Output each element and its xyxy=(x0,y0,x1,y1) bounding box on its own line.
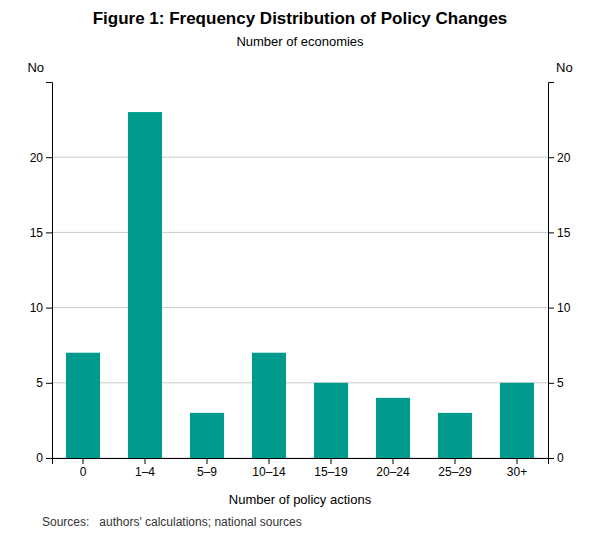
y2-axis: 0 5 10 15 20 xyxy=(548,83,571,466)
bar xyxy=(314,383,348,458)
y-tick-mark xyxy=(46,308,52,309)
y2-tick-label: 10 xyxy=(557,301,571,315)
y-axis-line xyxy=(46,83,53,459)
y2-tick: 20 xyxy=(548,151,571,165)
y2-tick-mark xyxy=(548,232,554,233)
y2-tick-label: 15 xyxy=(557,226,571,240)
y2-tick-mark xyxy=(548,308,554,309)
y2-axis-line xyxy=(549,83,555,459)
y2-tick: 10 xyxy=(548,301,571,315)
y-tick-mark xyxy=(46,157,52,158)
y-tick-mark xyxy=(46,383,52,384)
y2-tick: 15 xyxy=(548,226,571,240)
x-tick-mark xyxy=(83,458,84,464)
x-axis: 0 1–4 5–9 10–14 15–19 20–24 25–29 30+ xyxy=(53,458,549,479)
chart: Figure 1: Frequency Distribution of Poli… xyxy=(0,0,600,536)
x-tick-label: 10–14 xyxy=(252,465,286,479)
title: Figure 1: Frequency Distribution of Poli… xyxy=(93,9,508,28)
grid-line xyxy=(52,382,548,383)
y-tick-label: 0 xyxy=(36,451,43,465)
x-tick: 15–19 xyxy=(314,458,348,479)
bars xyxy=(66,112,534,458)
x-tick-mark xyxy=(207,458,208,464)
x-tick-mark xyxy=(393,458,394,464)
y2-axis-label: No xyxy=(556,60,573,75)
bar xyxy=(376,398,410,458)
y-tick-label: 15 xyxy=(30,226,44,240)
grid-line xyxy=(52,232,548,233)
x-tick-label: 30+ xyxy=(507,465,527,479)
bar xyxy=(252,353,286,458)
y-tick-label: 20 xyxy=(30,151,44,165)
x-tick-mark xyxy=(455,458,456,464)
x-tick-mark xyxy=(517,458,518,464)
y2-tick-label: 0 xyxy=(557,451,564,465)
y-tick-label: 5 xyxy=(36,376,43,390)
x-tick: 10–14 xyxy=(252,458,286,479)
bar xyxy=(128,112,162,458)
y-tick-label: 10 xyxy=(30,301,44,315)
x-tick-label: 5–9 xyxy=(197,465,217,479)
y2-tick-mark xyxy=(548,383,554,384)
x-tick: 20–24 xyxy=(376,458,410,479)
x-tick-mark xyxy=(331,458,332,464)
x-axis-line xyxy=(53,459,549,465)
y2-tick: 5 xyxy=(548,376,564,390)
bar xyxy=(500,383,534,458)
y-axis: 0 5 10 15 20 xyxy=(30,83,53,466)
y-tick: 20 xyxy=(30,151,52,165)
x-tick-mark xyxy=(269,458,270,464)
x-tick: 25–29 xyxy=(438,458,472,479)
x-tick-label: 25–29 xyxy=(438,465,472,479)
y2-tick: 0 xyxy=(548,451,564,465)
y2-tick-mark xyxy=(548,157,554,158)
y-tick: 5 xyxy=(36,376,52,390)
x-axis-label: Number of policy actions xyxy=(229,492,372,507)
x-tick-label: 20–24 xyxy=(376,465,410,479)
grid-line xyxy=(52,157,548,158)
x-tick-mark xyxy=(145,458,146,464)
grid-line xyxy=(52,307,548,308)
source-note: Sources: authors' calculations; national… xyxy=(42,515,302,529)
bar xyxy=(438,413,472,458)
bar xyxy=(190,413,224,458)
bar xyxy=(66,353,100,458)
x-tick: 0 xyxy=(80,458,87,479)
y-tick: 15 xyxy=(30,226,52,240)
y2-tick-label: 5 xyxy=(557,376,564,390)
x-tick-label: 0 xyxy=(80,465,87,479)
grid xyxy=(52,157,548,458)
x-tick: 1–4 xyxy=(135,458,155,479)
y-tick-mark xyxy=(46,458,52,459)
y-tick: 0 xyxy=(36,451,52,465)
x-tick: 5–9 xyxy=(197,458,217,479)
y2-tick-label: 20 xyxy=(557,151,571,165)
plot-area: 0 1–4 5–9 10–14 15–19 20–24 25–29 30+ 0 5 10 15 20 0 5… xyxy=(27,60,572,507)
subtitle: Number of economies xyxy=(236,34,364,49)
y-axis-label: No xyxy=(27,60,44,75)
y-tick: 10 xyxy=(30,301,52,315)
y-tick-mark xyxy=(46,232,52,233)
x-tick-label: 1–4 xyxy=(135,465,155,479)
y2-tick-mark xyxy=(548,458,554,459)
x-tick: 30+ xyxy=(507,458,527,479)
x-tick-label: 15–19 xyxy=(314,465,348,479)
